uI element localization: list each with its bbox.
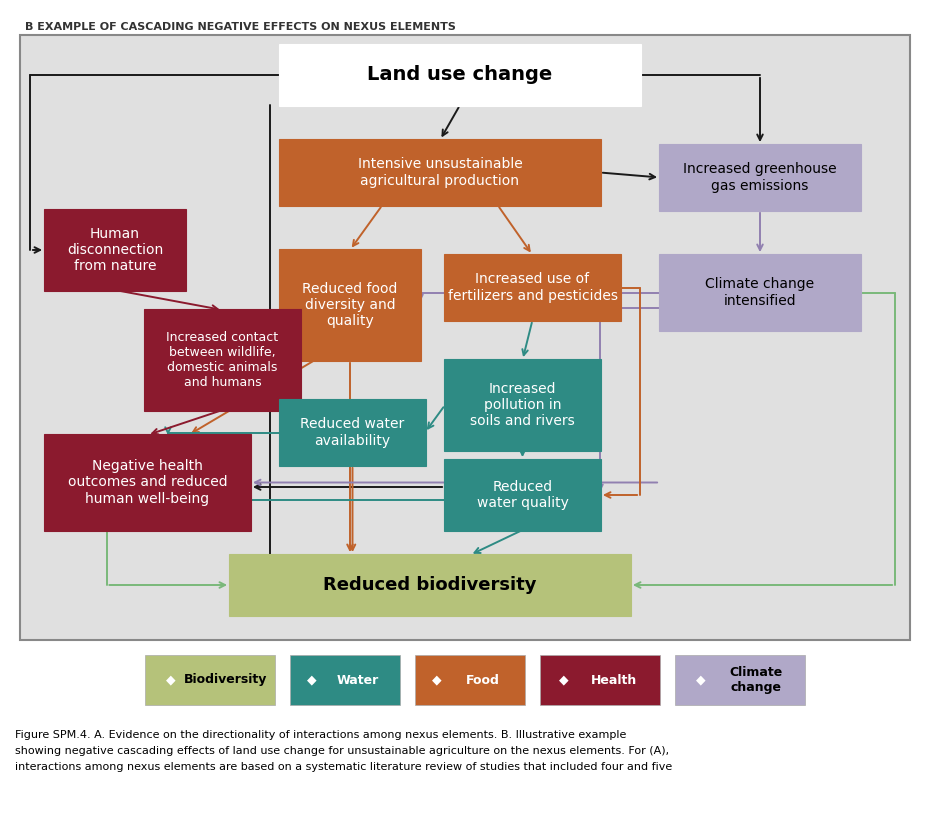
Text: Reduced
water quality: Reduced water quality — [476, 480, 569, 510]
Text: Food: Food — [466, 673, 500, 686]
Text: Increased contact
between wildlife,
domestic animals
and humans: Increased contact between wildlife, dome… — [166, 331, 278, 389]
FancyBboxPatch shape — [44, 209, 186, 291]
Text: ◆: ◆ — [307, 673, 317, 686]
Bar — [540, 655, 660, 705]
Text: ◆: ◆ — [559, 673, 569, 686]
Text: ◆: ◆ — [696, 673, 706, 686]
FancyBboxPatch shape — [659, 144, 861, 211]
Text: Human
disconnection
from nature: Human disconnection from nature — [67, 227, 163, 273]
Text: Climate change
intensified: Climate change intensified — [705, 277, 814, 308]
Text: Negative health
outcomes and reduced
human well-being: Negative health outcomes and reduced hum… — [67, 459, 227, 506]
Text: Reduced water
availability: Reduced water availability — [301, 418, 404, 448]
Text: Climate
change: Climate change — [729, 666, 783, 694]
Bar — [415, 655, 525, 705]
Text: Figure SPM.4. A. Evidence on the directionality of interactions among nexus elem: Figure SPM.4. A. Evidence on the directi… — [15, 730, 627, 740]
Text: Land use change: Land use change — [367, 65, 553, 85]
Text: B EXAMPLE OF CASCADING NEGATIVE EFFECTS ON NEXUS ELEMENTS: B EXAMPLE OF CASCADING NEGATIVE EFFECTS … — [25, 22, 456, 32]
Text: showing negative cascading effects of land use change for unsustainable agricult: showing negative cascading effects of la… — [15, 746, 669, 756]
Bar — [20, 35, 910, 640]
Text: ◆: ◆ — [432, 673, 442, 686]
FancyBboxPatch shape — [659, 254, 861, 331]
FancyBboxPatch shape — [44, 434, 251, 531]
Text: Reduced biodiversity: Reduced biodiversity — [323, 576, 537, 594]
Text: ◆: ◆ — [166, 673, 176, 686]
FancyBboxPatch shape — [144, 309, 301, 411]
Text: Reduced food
diversity and
quality: Reduced food diversity and quality — [303, 282, 398, 328]
Text: Increased greenhouse
gas emissions: Increased greenhouse gas emissions — [683, 162, 837, 193]
FancyBboxPatch shape — [444, 359, 601, 451]
Bar — [145, 655, 275, 705]
Bar — [675, 655, 805, 705]
Text: Water: Water — [337, 673, 379, 686]
Text: interactions among nexus elements are based on a systematic literature review of: interactions among nexus elements are ba… — [15, 762, 672, 772]
FancyBboxPatch shape — [279, 249, 421, 361]
Text: Health: Health — [591, 673, 638, 686]
FancyBboxPatch shape — [229, 554, 631, 616]
FancyBboxPatch shape — [279, 399, 426, 466]
FancyBboxPatch shape — [444, 459, 601, 531]
FancyBboxPatch shape — [444, 254, 621, 321]
FancyBboxPatch shape — [279, 44, 641, 106]
Bar — [290, 655, 400, 705]
Text: Biodiversity: Biodiversity — [184, 673, 267, 686]
Text: Increased use of
fertilizers and pesticides: Increased use of fertilizers and pestici… — [447, 273, 617, 303]
Text: Increased
pollution in
soils and rivers: Increased pollution in soils and rivers — [470, 382, 574, 428]
FancyBboxPatch shape — [279, 139, 601, 206]
Text: Intensive unsustainable
agricultural production: Intensive unsustainable agricultural pro… — [358, 157, 522, 188]
